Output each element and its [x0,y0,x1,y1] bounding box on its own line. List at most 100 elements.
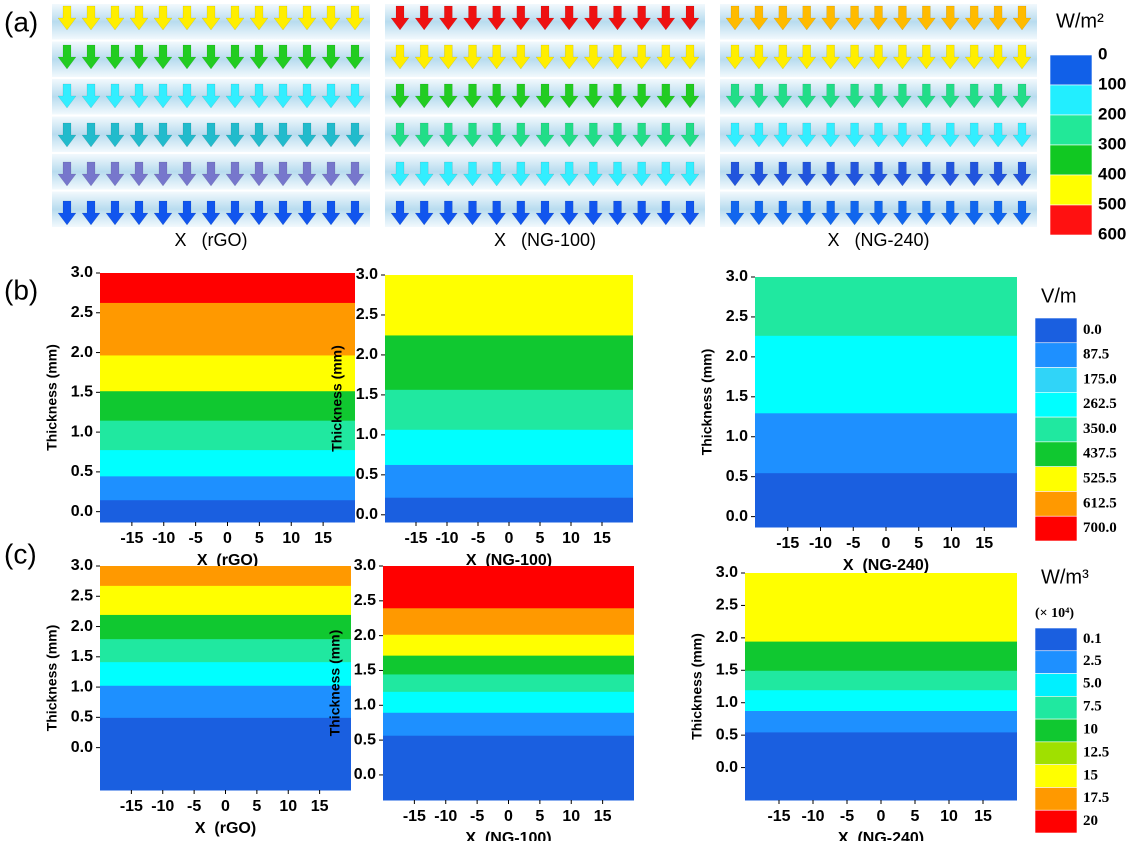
x-tick-label: 0 [505,530,514,547]
x-tick-label: 15 [593,530,611,547]
contour-band [383,566,634,608]
colorbar-tick-label: 87.5 [1083,347,1109,363]
x-tick-label: -15 [404,530,427,547]
y-tick-label: 1.0 [354,697,376,714]
contour-band [100,450,355,477]
x-tick-label: 15 [314,530,332,547]
contour-band [100,302,355,355]
y-tick-label: 0.0 [716,759,738,776]
panel-label: (c) [4,538,37,569]
colorbar-tick-label: 175.0 [1083,371,1117,387]
x-tick-label: 5 [252,798,261,815]
contour-band [100,717,351,790]
x-tick-label: -10 [434,808,457,825]
colorbar-swatch [1050,175,1092,205]
colorbar-swatch [1050,205,1092,235]
y-tick-label: 3.0 [354,557,376,574]
contour-band [755,277,1017,336]
x-tick-label: 0 [223,530,232,547]
y-tick-label: 2.0 [726,348,748,365]
x-tick-label: 10 [562,808,580,825]
contour-band [745,710,1017,732]
x-tick-label: -5 [840,808,854,825]
colorbar-swatch [1035,467,1077,492]
x-tick-label: -5 [187,798,201,815]
colorbar-swatch [1035,719,1077,742]
x-tick-label: 10 [943,535,961,552]
x-tick-label: -10 [152,530,175,547]
x-tick-label: 0 [221,798,230,815]
y-axis-label: Thickness (mm) [689,633,705,740]
x-axis-label: X (NG-240) [843,557,929,574]
x-axis-label: X (NG-240) [827,230,929,250]
x-tick-label: -10 [809,535,832,552]
x-tick-label: 0 [877,808,886,825]
y-tick-label: 2.5 [354,592,376,609]
colorbar-tick-label: 0.1 [1083,631,1102,647]
x-tick-label: -5 [846,535,860,552]
y-axis-label: Thickness (mm) [44,344,60,451]
y-tick-label: 2.5 [726,308,748,325]
contour-band [385,275,633,335]
colorbar-tick-label: 20 [1083,813,1098,829]
x-tick-label: 0 [504,808,513,825]
contour-band [385,464,633,497]
colorbar-tick-label: 7.5 [1083,699,1102,715]
x-axis-label: X (NG-100) [494,230,596,250]
contour-band [755,473,1017,528]
y-tick-label: 0.5 [71,709,93,726]
contour-band [385,429,633,465]
x-axis-label: X (rGO) [195,820,256,837]
x-tick-label: 5 [911,808,920,825]
y-tick-label: 0.5 [716,726,738,743]
panel-label: (b) [4,274,38,305]
y-tick-label: 3.0 [71,557,93,574]
y-tick-label: 2.0 [354,627,376,644]
colorbar-swatch [1035,417,1077,442]
colorbar-tick-label: 400 [1098,164,1126,183]
y-tick-label: 2.5 [716,597,738,614]
y-tick-label: 2.0 [356,346,378,363]
y-tick-label: 3.0 [71,264,93,281]
contour-band [100,273,355,303]
y-tick-label: 1.5 [71,648,93,665]
colorbar-tick-label: 10 [1083,721,1098,737]
contour-band [100,614,351,639]
colorbar-tick-label: 262.5 [1083,396,1117,412]
contour-band [383,712,634,735]
colorbar-subtitle: (× 10⁴) [1035,606,1074,621]
x-tick-label: 5 [535,808,544,825]
x-tick-label: 10 [279,798,297,815]
contour-band [383,634,634,655]
x-axis-label: X (NG-100) [465,830,551,841]
contour-band [100,420,355,450]
colorbar-swatch [1050,145,1092,175]
colorbar-swatch [1035,810,1077,833]
y-tick-label: 3.0 [716,564,738,581]
contour-band [100,685,351,718]
colorbar-tick-label: 12.5 [1083,744,1109,760]
colorbar-title: V/m [1041,285,1077,307]
contour-band [385,497,633,522]
contour-band [100,639,351,663]
contour-band [745,641,1017,671]
colorbar-swatch [1035,368,1077,393]
colorbar-swatch [1035,628,1077,651]
colorbar-swatch [1050,85,1092,115]
y-tick-label: 1.5 [71,384,93,401]
y-tick-label: 2.5 [71,304,93,321]
panel-label: (a) [4,6,38,37]
contour-band [383,608,634,635]
x-tick-label: 0 [882,535,891,552]
contour-band [383,735,634,800]
colorbar-tick-label: 5.0 [1083,676,1102,692]
colorbar-tick-label: 0 [1098,44,1107,63]
x-tick-label: -5 [471,530,485,547]
x-tick-label: -10 [435,530,458,547]
y-tick-label: 0.0 [354,766,376,783]
colorbar-tick-label: 700.0 [1083,520,1117,536]
contour-band [100,391,355,421]
y-tick-label: 1.0 [726,428,748,445]
colorbar-swatch [1035,765,1077,788]
colorbar-tick-label: 2.5 [1083,653,1102,669]
